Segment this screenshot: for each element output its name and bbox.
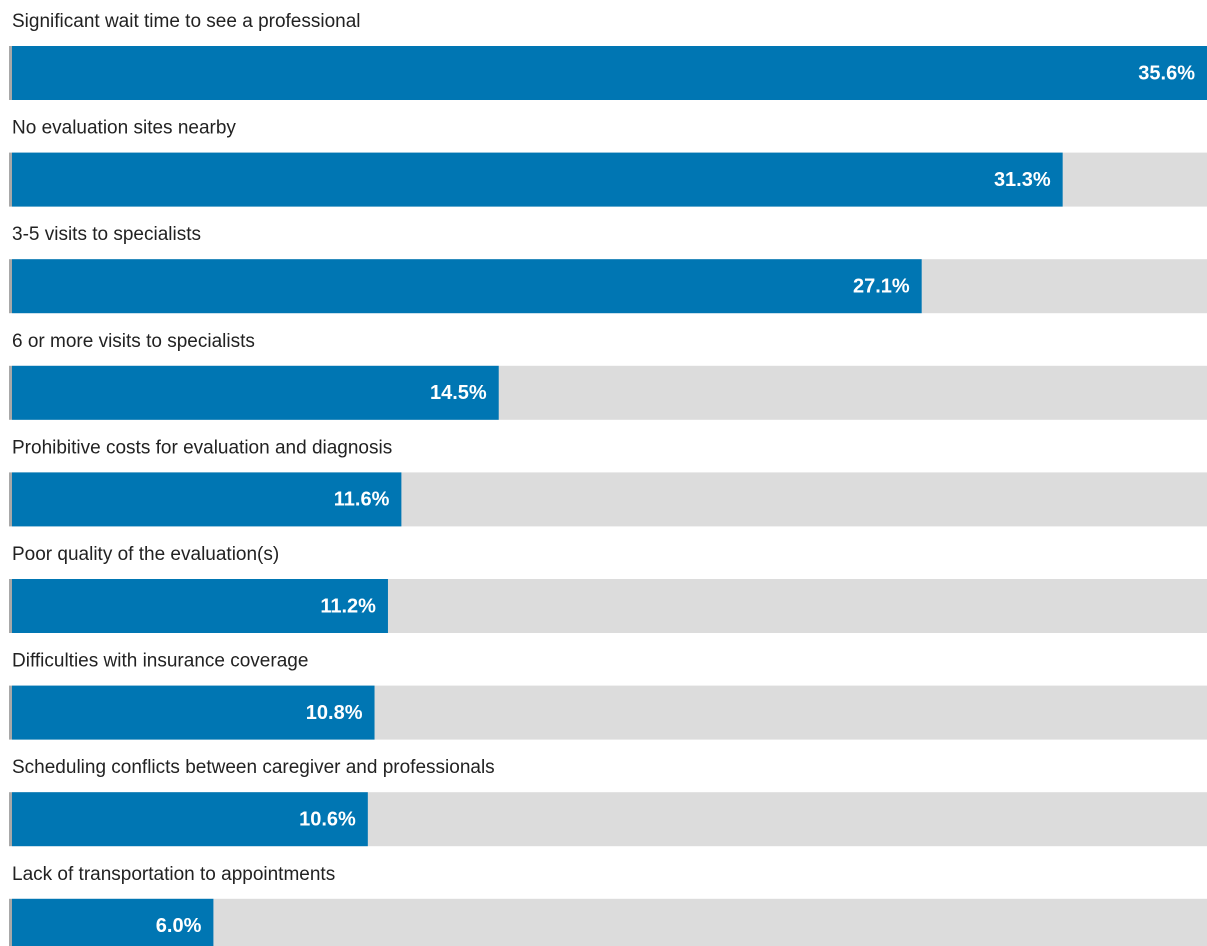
axis-edge (9, 46, 12, 100)
category-label: No evaluation sites nearby (12, 118, 236, 139)
axis-edge (9, 579, 12, 633)
value-label: 14.5% (430, 382, 487, 404)
bar (12, 259, 922, 314)
axis-edge (9, 259, 12, 314)
value-label: 11.2% (320, 595, 376, 617)
value-label: 11.6% (334, 489, 390, 511)
bar (12, 685, 375, 740)
axis-edge (9, 152, 12, 207)
category-label: Significant wait time to see a professio… (12, 11, 361, 32)
category-label: Poor quality of the evaluation(s) (12, 544, 279, 565)
category-label: Difficulties with insurance coverage (12, 651, 308, 672)
axis-edge (9, 792, 12, 847)
bar (12, 46, 1207, 100)
value-label: 6.0% (156, 915, 202, 937)
bar (12, 152, 1063, 207)
value-label: 10.6% (299, 808, 356, 830)
bar (12, 365, 499, 420)
category-label: 6 or more visits to specialists (12, 331, 255, 352)
value-label: 27.1% (853, 275, 910, 297)
value-label: 31.3% (994, 169, 1051, 191)
bar (12, 472, 402, 527)
axis-edge (9, 685, 12, 740)
value-label: 10.8% (306, 702, 363, 724)
category-label: Lack of transportation to appointments (12, 864, 335, 885)
bar (12, 579, 388, 633)
category-label: Scheduling conflicts between caregiver a… (12, 757, 495, 778)
axis-edge (9, 472, 12, 527)
bar (12, 792, 368, 847)
value-label: 35.6% (1138, 62, 1195, 84)
bar (12, 898, 214, 946)
category-label: 3-5 visits to specialists (12, 224, 201, 245)
axis-edge (9, 898, 12, 946)
axis-edge (9, 365, 12, 420)
category-label: Prohibitive costs for evaluation and dia… (12, 437, 392, 458)
